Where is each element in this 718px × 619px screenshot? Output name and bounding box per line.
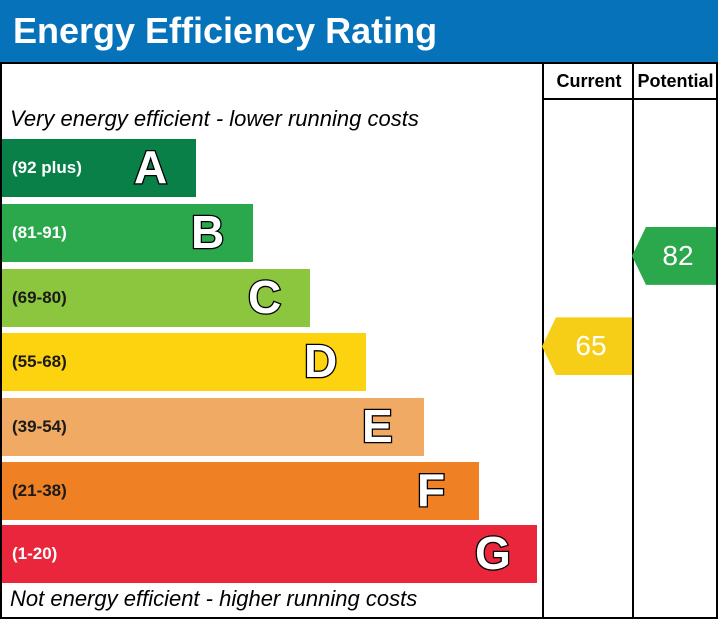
svg-text:B: B — [191, 206, 224, 258]
svg-text:F: F — [417, 464, 445, 516]
svg-text:D: D — [304, 335, 337, 387]
svg-text:G: G — [475, 527, 511, 579]
svg-text:E: E — [362, 400, 393, 452]
svg-text:A: A — [134, 141, 167, 193]
svg-text:C: C — [248, 271, 281, 323]
